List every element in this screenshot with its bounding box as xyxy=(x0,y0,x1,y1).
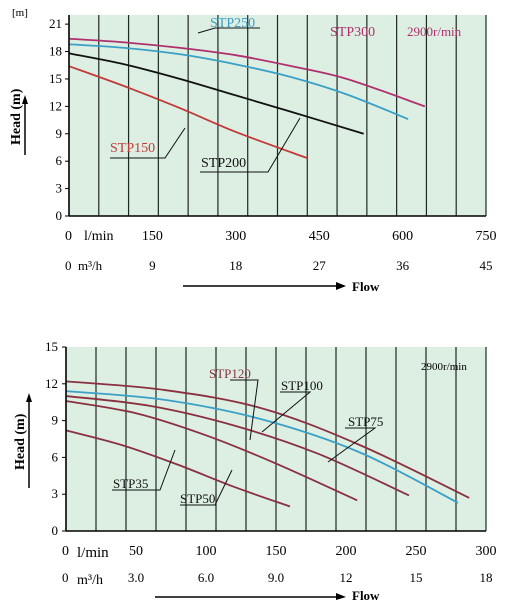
x-tick-label-m3h: 0 xyxy=(65,258,72,273)
x-tick-label-lpm: 750 xyxy=(476,229,497,244)
label-leader-line xyxy=(112,449,176,491)
x-tick-label-m3h: 6.0 xyxy=(198,570,214,585)
y-tick-label: 12 xyxy=(49,98,62,113)
x-tick-label-m3h: 36 xyxy=(396,258,410,273)
y-tick-label: 6 xyxy=(52,449,59,464)
series-line-stp75 xyxy=(65,395,410,497)
label-leader-line xyxy=(327,427,377,463)
x-tick-label-lpm: 100 xyxy=(196,544,217,559)
y-arrowhead-bottom xyxy=(26,393,32,402)
label-stp250: STP250 xyxy=(210,16,255,31)
flow-arrowhead-top xyxy=(336,282,346,290)
x-tick-label-m3h: 9.0 xyxy=(268,570,284,585)
y-tick-label: 12 xyxy=(45,376,58,391)
x-tick-label-lpm: 450 xyxy=(309,229,330,244)
label-leader-line xyxy=(261,391,312,433)
label-stp120: STP120 xyxy=(209,366,251,381)
y-unit-top: [m] xyxy=(12,7,28,19)
x-tick-label-m3h: 15 xyxy=(410,570,423,585)
speed-label-bottom: 2900r/min xyxy=(421,361,467,373)
x-tick-label-m3h: 18 xyxy=(480,570,493,585)
series-bottom xyxy=(65,380,470,508)
x-tick-label-lpm: 150 xyxy=(266,544,287,559)
label-stp150: STP150 xyxy=(110,141,155,156)
x-tick-label-m3h: 9 xyxy=(149,258,156,273)
x-tick-label-lpm: 300 xyxy=(476,544,497,559)
label-leader-line xyxy=(110,127,186,159)
flow-label-top: Flow xyxy=(352,279,380,294)
x-tick-label-lpm: 200 xyxy=(336,544,357,559)
y-tick-label: 15 xyxy=(45,339,58,354)
leaders-bottom xyxy=(112,379,377,506)
x-unit-m3h-bottom: m³/h xyxy=(77,573,103,588)
leaders-top xyxy=(110,27,301,173)
label-stp50: STP50 xyxy=(180,491,215,506)
x-tick-label-lpm: 600 xyxy=(392,229,413,244)
x-tick-label-m3h: 45 xyxy=(480,258,493,273)
x-tick-label-lpm: 300 xyxy=(225,229,246,244)
y-tick-label: 3 xyxy=(52,486,59,501)
series-line-stp50 xyxy=(65,400,358,502)
label-stp300: STP300 xyxy=(330,25,375,40)
label-stp75: STP75 xyxy=(348,414,383,429)
label-leader-line xyxy=(200,117,301,173)
x-tick-label-lpm: 250 xyxy=(406,544,427,559)
y-tick-label: 21 xyxy=(49,16,62,31)
x-tick-label-m3h: 12 xyxy=(340,570,353,585)
series-line-stp35 xyxy=(65,429,291,508)
y-tick-label: 3 xyxy=(56,181,63,196)
x-tick-label-m3h: 27 xyxy=(313,258,327,273)
series-line-stp250 xyxy=(68,43,409,120)
y-tick-label: 9 xyxy=(56,126,63,141)
series-line-stp150 xyxy=(68,65,309,160)
x-unit-m3h-top: m³/h xyxy=(78,258,103,273)
x-tick-label-lpm: 0 xyxy=(62,544,69,559)
y-label-top: Head (m) xyxy=(9,88,24,145)
label-stp100: STP100 xyxy=(281,378,323,393)
y-arrowhead-top xyxy=(22,95,28,104)
x-tick-label-m3h: 3.0 xyxy=(128,570,144,585)
label-leader-line xyxy=(197,27,260,34)
x-unit-lpm-bottom: l/min xyxy=(77,545,109,561)
x-tick-label-lpm: 150 xyxy=(142,229,163,244)
y-label-bottom: Head (m) xyxy=(13,413,28,470)
series-line-stp100 xyxy=(65,390,459,504)
flow-arrowhead-bottom xyxy=(336,593,346,600)
x-tick-label-lpm: 50 xyxy=(129,544,143,559)
series-line-stp120 xyxy=(65,380,470,499)
series-top xyxy=(68,37,426,160)
label-stp35: STP35 xyxy=(113,476,148,491)
label-leader-line xyxy=(230,379,259,441)
x-tick-label-lpm: 0 xyxy=(65,229,72,244)
series-line-stp300 xyxy=(68,37,426,108)
y-tick-label: 6 xyxy=(56,153,63,168)
y-tick-label: 9 xyxy=(52,413,59,428)
speed-label-top: 2900r/min xyxy=(407,24,462,39)
x-unit-lpm-top: l/min xyxy=(84,229,114,244)
x-tick-label-m3h: 18 xyxy=(229,258,242,273)
y-tick-label: 0 xyxy=(52,523,59,538)
label-stp200: STP200 xyxy=(201,156,246,171)
y-tick-label: 15 xyxy=(49,71,62,86)
y-tick-label: 0 xyxy=(56,208,63,223)
flow-label-bottom: Flow xyxy=(352,588,380,600)
series-line-stp200 xyxy=(68,52,364,135)
x-tick-label-m3h: 0 xyxy=(62,570,69,585)
label-leader-line xyxy=(180,469,233,506)
y-tick-label: 18 xyxy=(49,44,62,59)
